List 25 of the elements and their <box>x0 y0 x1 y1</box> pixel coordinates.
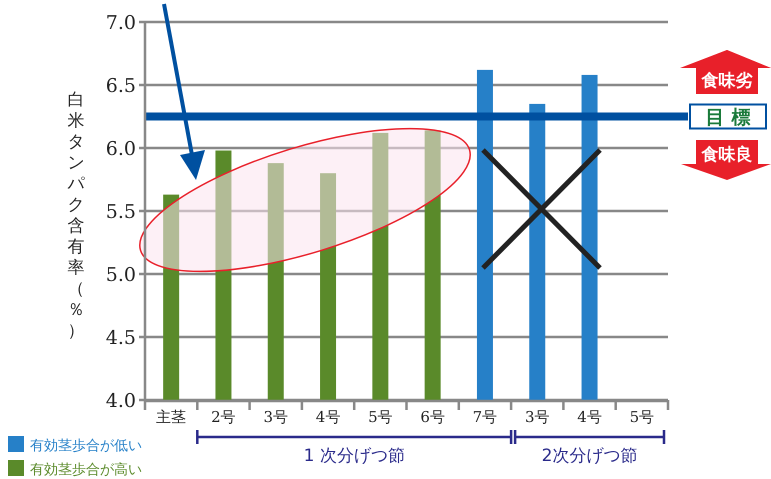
legend-label: 有効茎歩合が低い <box>30 438 142 454</box>
y-tick-label: 6.5 <box>106 75 136 97</box>
y-tick-label: 5.5 <box>106 201 136 223</box>
x-tick-label: 6号 <box>420 408 445 426</box>
y-tick-label: 4.0 <box>106 390 136 412</box>
x-tick-label: 主茎 <box>156 408 186 426</box>
text: 食味劣 <box>700 71 754 91</box>
y-tick-label: 5.0 <box>106 264 136 286</box>
x-tick-label: 5号 <box>368 408 393 426</box>
x-tick-label: 2号 <box>211 408 236 426</box>
text: 1 次分げつ節 <box>304 446 405 466</box>
ref-line-label: 目 標 <box>706 106 750 128</box>
y-tick-label: 7.0 <box>106 12 136 34</box>
x-tick-label: 3号 <box>524 408 550 426</box>
text: 食味良 <box>700 145 752 165</box>
legend-label: 有効茎歩合が高い <box>30 462 142 478</box>
x-tick-label: 5号 <box>630 408 654 426</box>
text: 2次分げつ節 <box>542 446 638 466</box>
x-tick-label: 7号 <box>472 408 498 426</box>
y-tick-label: 6.0 <box>106 138 136 160</box>
x-tick-label: 4号 <box>316 408 340 426</box>
text: 白米タンパク含有率（％） <box>68 90 84 341</box>
x-tick-label: 4号 <box>577 408 602 426</box>
y-tick-label: 4.5 <box>106 327 136 349</box>
x-tick-label: 3号 <box>263 408 288 426</box>
